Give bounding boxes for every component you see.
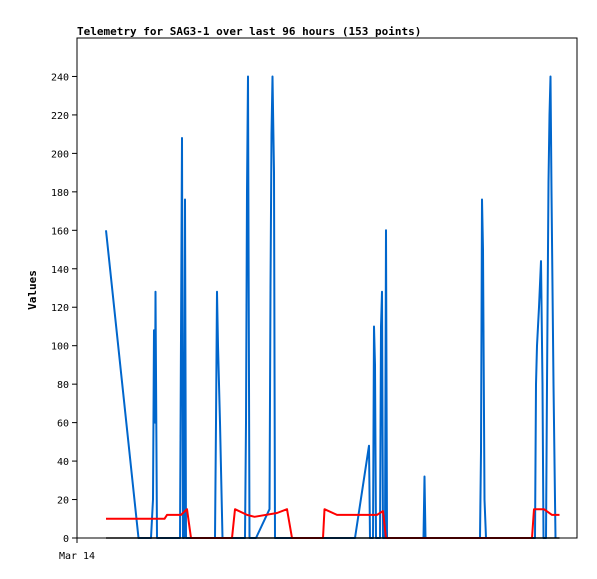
y-tick-label: 140	[51, 265, 69, 276]
y-tick-label: 120	[51, 303, 69, 314]
chart-title: Telemetry for SAG3-1 over last 96 hours …	[77, 25, 421, 38]
y-axis-label: Values	[26, 270, 39, 310]
series-layer	[105, 75, 560, 539]
x-axis: Mar 14	[59, 538, 95, 562]
y-tick-label: 20	[57, 496, 69, 507]
y-tick-label: 160	[51, 226, 69, 237]
y-tick-label: 0	[63, 534, 69, 545]
y-tick-label: 100	[51, 342, 69, 353]
series-line-2	[106, 508, 560, 539]
y-tick-label: 200	[51, 149, 69, 160]
x-tick-label: Mar 14	[59, 551, 95, 562]
series-line-1	[105, 75, 557, 539]
y-tick-label: 220	[51, 111, 69, 122]
y-tick-label: 240	[51, 72, 69, 83]
plot-area-frame	[76, 37, 578, 539]
y-tick-label: 80	[57, 380, 69, 391]
y-tick-label: 40	[57, 457, 69, 468]
y-axis: 0 20 40 60 80 100 120 140 160 180 200 220 240	[51, 72, 77, 545]
y-tick-label: 60	[57, 419, 69, 430]
y-tick-label: 180	[51, 188, 69, 199]
